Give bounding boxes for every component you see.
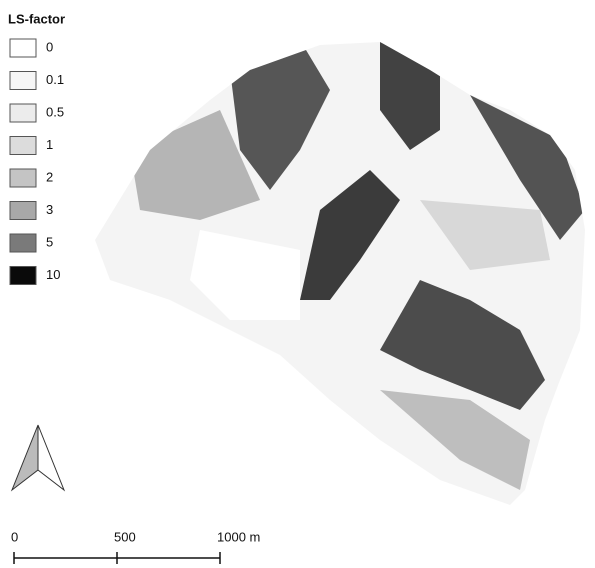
legend-label: 0.5: [46, 104, 64, 119]
legend-label: 10: [46, 267, 60, 282]
ls-factor-raster: [90, 40, 590, 510]
scale-label: 0: [11, 529, 18, 544]
legend-label: 0.1: [46, 72, 64, 87]
map-figure: LS-factor 0 0.1 0.5 1 2 3 5 10 0 500 1000 m: [0, 0, 595, 568]
north-arrow: [12, 425, 64, 490]
legend-label: 0: [46, 39, 53, 54]
legend-label: 2: [46, 169, 53, 184]
legend-label: 5: [46, 234, 53, 249]
legend-swatch: [10, 169, 36, 187]
legend: LS-factor 0 0.1 0.5 1 2 3 5 10: [8, 11, 65, 284]
scale-bar: 0 500 1000 m: [11, 529, 260, 564]
legend-swatch: [10, 72, 36, 90]
legend-title: LS-factor: [8, 11, 65, 26]
scale-label: 500: [114, 529, 136, 544]
legend-swatch: [10, 39, 36, 57]
scale-label: 1000 m: [217, 529, 260, 544]
legend-swatch: [10, 104, 36, 122]
legend-swatch: [10, 267, 36, 285]
legend-swatch: [10, 202, 36, 220]
legend-swatch: [10, 137, 36, 155]
legend-label: 3: [46, 202, 53, 217]
legend-label: 1: [46, 137, 53, 152]
legend-swatch: [10, 234, 36, 252]
